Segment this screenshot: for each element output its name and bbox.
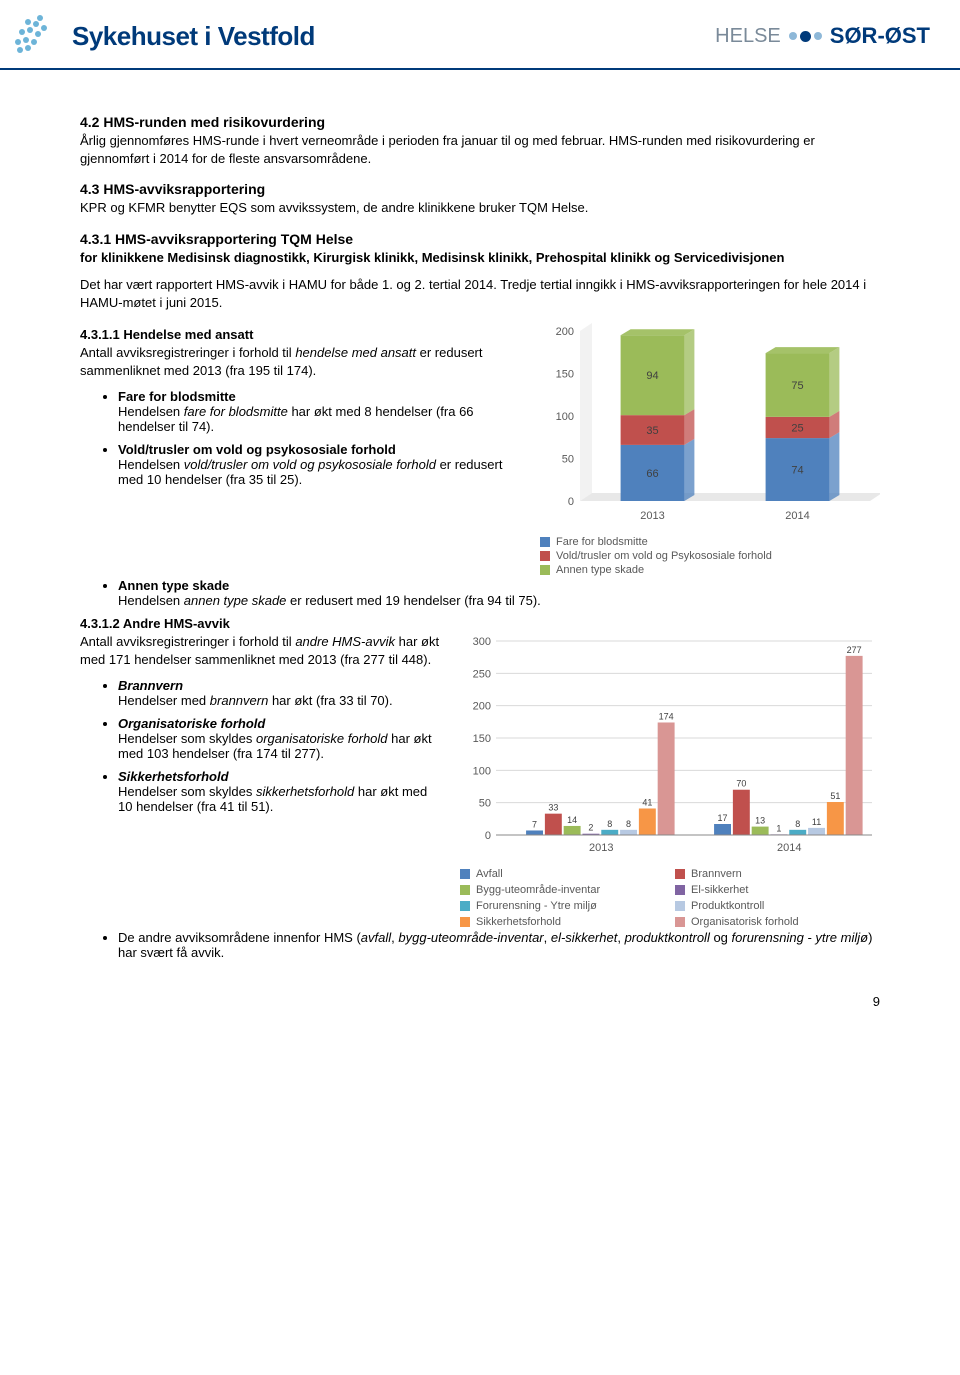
legend-item: Forurensning - Ytre miljø xyxy=(460,900,665,912)
bullet-blodsmitte: Fare for blodsmitte Hendelsen fare for b… xyxy=(118,389,520,434)
svg-text:150: 150 xyxy=(473,733,491,745)
bullet-brannvern: Brannvern Hendelser med brannvern har øk… xyxy=(118,678,440,708)
svg-text:8: 8 xyxy=(626,819,631,829)
chart-andre-hms: 0 50 100 150 200 250 300 7 33 14 2 8 8 41 174 2013 17 70 1… xyxy=(460,633,880,930)
helse-dots-icon xyxy=(789,31,822,42)
svg-text:66: 66 xyxy=(646,468,658,480)
svg-text:51: 51 xyxy=(830,791,840,801)
heading-4-3-1: 4.3.1 HMS-avviksrapportering TQM Helse xyxy=(80,231,880,247)
document-body: 4.2 HMS-runden med risikovurdering Årlig… xyxy=(0,70,960,988)
svg-text:25: 25 xyxy=(791,423,803,435)
legend-item: Fare for blodsmitte xyxy=(540,536,880,548)
svg-text:100: 100 xyxy=(473,766,491,778)
bullet-org: Organisatoriske forhold Hendelser som sk… xyxy=(118,716,440,761)
page-number: 9 xyxy=(0,988,960,1019)
para-4-3: KPR og KFMR benytter EQS som avvikssyste… xyxy=(80,199,880,217)
helse-label: HELSE xyxy=(715,25,781,48)
bullet-annen-skade: Annen type skade Hendelsen annen type sk… xyxy=(118,578,880,608)
logo-right: HELSE SØR-ØST xyxy=(715,23,930,49)
heading-4-2: 4.2 HMS-runden med risikovurdering xyxy=(80,114,880,130)
bullet-vold: Vold/trusler om vold og psykososiale for… xyxy=(118,442,520,487)
svg-text:150: 150 xyxy=(556,369,574,381)
logo-dots-icon xyxy=(10,12,64,60)
page-header: Sykehuset i Vestfold HELSE SØR-ØST xyxy=(0,0,960,70)
chart-hendelse-ansatt: 0 50 100 150 200 66 35 94 2013 74 25 75 2014 Fare fo… xyxy=(540,321,880,578)
svg-text:300: 300 xyxy=(473,636,491,648)
svg-text:50: 50 xyxy=(479,798,491,810)
para-4-2: Årlig gjennomføres HMS-runde i hvert ver… xyxy=(80,132,880,167)
subhead-4-3-1: for klinikkene Medisinsk diagnostikk, Ki… xyxy=(80,249,880,267)
svg-text:2014: 2014 xyxy=(785,510,809,522)
legend-item: El-sikkerhet xyxy=(675,884,880,896)
svg-text:2014: 2014 xyxy=(777,842,801,854)
para-4-3-1: Det har vært rapportert HMS-avvik i HAMU… xyxy=(80,276,880,311)
svg-text:200: 200 xyxy=(473,701,491,713)
svg-text:41: 41 xyxy=(642,798,652,808)
legend-item: Sikkerhetsforhold xyxy=(460,916,665,928)
svg-text:35: 35 xyxy=(646,425,658,437)
legend-item: Bygg-uteområde-inventar xyxy=(460,884,665,896)
svg-text:70: 70 xyxy=(736,779,746,789)
svg-text:0: 0 xyxy=(568,496,574,508)
logo-left: Sykehuset i Vestfold xyxy=(10,12,315,60)
svg-text:8: 8 xyxy=(795,819,800,829)
heading-4-3-1-2: 4.3.1.2 Andre HMS-avvik xyxy=(80,616,880,631)
sorost-label: SØR-ØST xyxy=(830,23,930,49)
para-4311-intro: Antall avviksregistreringer i forhold ti… xyxy=(80,344,520,379)
legend-item: Organisatorisk forhold xyxy=(675,916,880,928)
svg-text:11: 11 xyxy=(812,817,821,827)
svg-text:2013: 2013 xyxy=(589,842,613,854)
legend-item: Annen type skade xyxy=(540,564,880,576)
svg-text:14: 14 xyxy=(567,815,577,825)
svg-text:74: 74 xyxy=(791,465,803,477)
svg-text:94: 94 xyxy=(646,370,658,382)
svg-text:0: 0 xyxy=(485,830,491,842)
para-4312-intro: Antall avviksregistreringer i forhold ti… xyxy=(80,633,440,668)
svg-text:7: 7 xyxy=(532,820,537,830)
svg-text:8: 8 xyxy=(607,819,612,829)
heading-4-3-1-1: 4.3.1.1 Hendelse med ansatt xyxy=(80,327,520,342)
legend-item: Vold/trusler om vold og Psykososiale for… xyxy=(540,550,880,562)
legend-item: Brannvern xyxy=(675,868,880,880)
svg-text:277: 277 xyxy=(847,645,862,655)
svg-text:174: 174 xyxy=(659,712,674,722)
svg-text:17: 17 xyxy=(718,813,728,823)
bullet-andre-omrader: De andre avviksområdene innenfor HMS (av… xyxy=(118,930,880,960)
svg-text:100: 100 xyxy=(556,411,574,423)
heading-4-3: 4.3 HMS-avviksrapportering xyxy=(80,181,880,197)
logo-text: Sykehuset i Vestfold xyxy=(72,21,315,52)
legend-item: Avfall xyxy=(460,868,665,880)
svg-text:250: 250 xyxy=(473,669,491,681)
bullet-sikkerhet: Sikkerhetsforhold Hendelser som skyldes … xyxy=(118,769,440,814)
svg-text:33: 33 xyxy=(548,803,558,813)
legend-item: Produktkontroll xyxy=(675,900,880,912)
svg-text:200: 200 xyxy=(556,326,574,338)
svg-text:1: 1 xyxy=(776,824,781,834)
svg-text:50: 50 xyxy=(562,454,574,466)
svg-text:2: 2 xyxy=(588,823,593,833)
svg-text:75: 75 xyxy=(791,380,803,392)
svg-text:2013: 2013 xyxy=(640,510,664,522)
svg-text:13: 13 xyxy=(755,816,765,826)
